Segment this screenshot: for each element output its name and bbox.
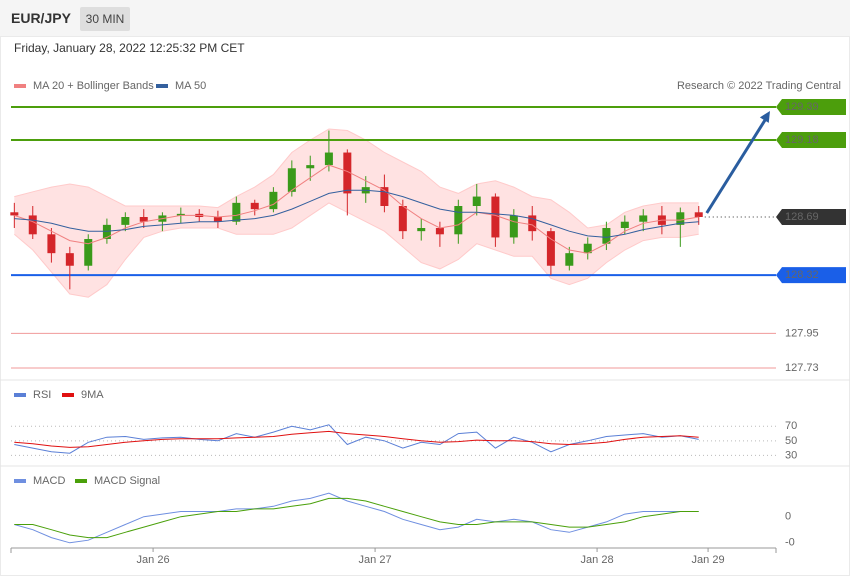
level-label: 129.18 — [785, 134, 819, 146]
candle-body — [435, 228, 444, 235]
last-price-label: 128.69 — [785, 211, 819, 223]
candle-body — [250, 202, 259, 210]
candle-body — [28, 215, 37, 235]
forecast-arrowhead — [759, 110, 770, 123]
candle-body — [454, 205, 463, 235]
candle-body — [639, 215, 648, 222]
x-tick-label: Jan 26 — [137, 554, 170, 566]
legend-swatch — [14, 479, 26, 483]
level-tag — [776, 98, 846, 115]
x-tick-label: Jan 29 — [692, 554, 725, 566]
y-tick-label: 50 — [785, 435, 797, 447]
legend-swatch — [75, 479, 87, 483]
candle-body — [102, 224, 111, 240]
candle-body — [65, 253, 74, 266]
candle-body — [306, 165, 315, 169]
legend-label: RSI — [33, 389, 51, 401]
candle-body — [676, 212, 685, 225]
candle-body — [583, 243, 592, 254]
candle-body — [620, 221, 629, 229]
candle-body — [694, 212, 703, 218]
forecast-arrow — [705, 116, 769, 214]
legend-swatch — [62, 393, 74, 397]
indicator-line — [14, 497, 699, 539]
candle-body — [139, 217, 148, 222]
legend-swatch — [14, 393, 26, 397]
candle-body — [472, 196, 481, 206]
candle-body — [565, 253, 574, 266]
indicator-line — [14, 492, 699, 544]
y-tick-label: 70 — [785, 420, 797, 432]
candle-body — [47, 234, 56, 254]
y-tick-label: -0 — [785, 537, 795, 549]
credit: Research © 2022 Trading Central — [677, 80, 841, 92]
candle-body — [232, 202, 241, 222]
candle-body — [491, 196, 500, 238]
candle-body — [176, 213, 185, 216]
indicator-line — [14, 128, 699, 229]
legend-swatch — [14, 84, 26, 88]
candle-body — [121, 217, 130, 225]
indicator-line — [14, 430, 699, 448]
frame — [0, 36, 850, 576]
datetime: Friday, January 28, 2022 12:25:32 PM CET — [14, 41, 245, 55]
candle-body — [269, 191, 278, 210]
candle-body — [10, 212, 19, 216]
legend-label: MA 50 — [175, 80, 206, 92]
indicator-line — [14, 424, 699, 454]
legend-label: MA 20 + Bollinger Bands — [33, 80, 154, 92]
legend-label: 9MA — [81, 389, 104, 401]
legend-label: MACD — [33, 475, 65, 487]
candle-body — [343, 152, 352, 194]
level-tag — [776, 267, 846, 284]
candle-body — [546, 231, 555, 266]
symbol: EUR/JPY — [11, 10, 71, 26]
legend-label: MACD Signal — [94, 475, 160, 487]
x-tick-label: Jan 28 — [581, 554, 614, 566]
last-price-tag — [776, 209, 846, 226]
candle-body — [417, 228, 426, 232]
level-label: 127.95 — [785, 327, 819, 339]
candle-body — [509, 215, 518, 238]
level-label: 128.32 — [785, 269, 819, 281]
indicator-line — [13, 202, 699, 298]
y-tick-label: 0 — [785, 511, 791, 523]
top-bar — [0, 0, 850, 36]
x-tick-label: Jan 27 — [359, 554, 392, 566]
candle-body — [213, 217, 222, 222]
candle-body — [398, 205, 407, 232]
indicator-line — [14, 164, 699, 254]
legend-swatch — [156, 84, 168, 88]
candle-body — [380, 187, 389, 206]
candle-body — [84, 239, 93, 266]
candle-body — [287, 168, 296, 192]
interval-button[interactable]: 30 MIN — [80, 7, 130, 31]
candle-body — [528, 215, 537, 232]
candle-body — [324, 152, 333, 166]
level-label: 129.39 — [785, 101, 819, 113]
y-tick-label: 30 — [785, 449, 797, 461]
candle-body — [602, 228, 611, 244]
bollinger-band — [14, 129, 699, 298]
level-label: 127.73 — [785, 362, 819, 374]
level-tag — [776, 131, 846, 148]
indicator-line — [14, 189, 699, 238]
